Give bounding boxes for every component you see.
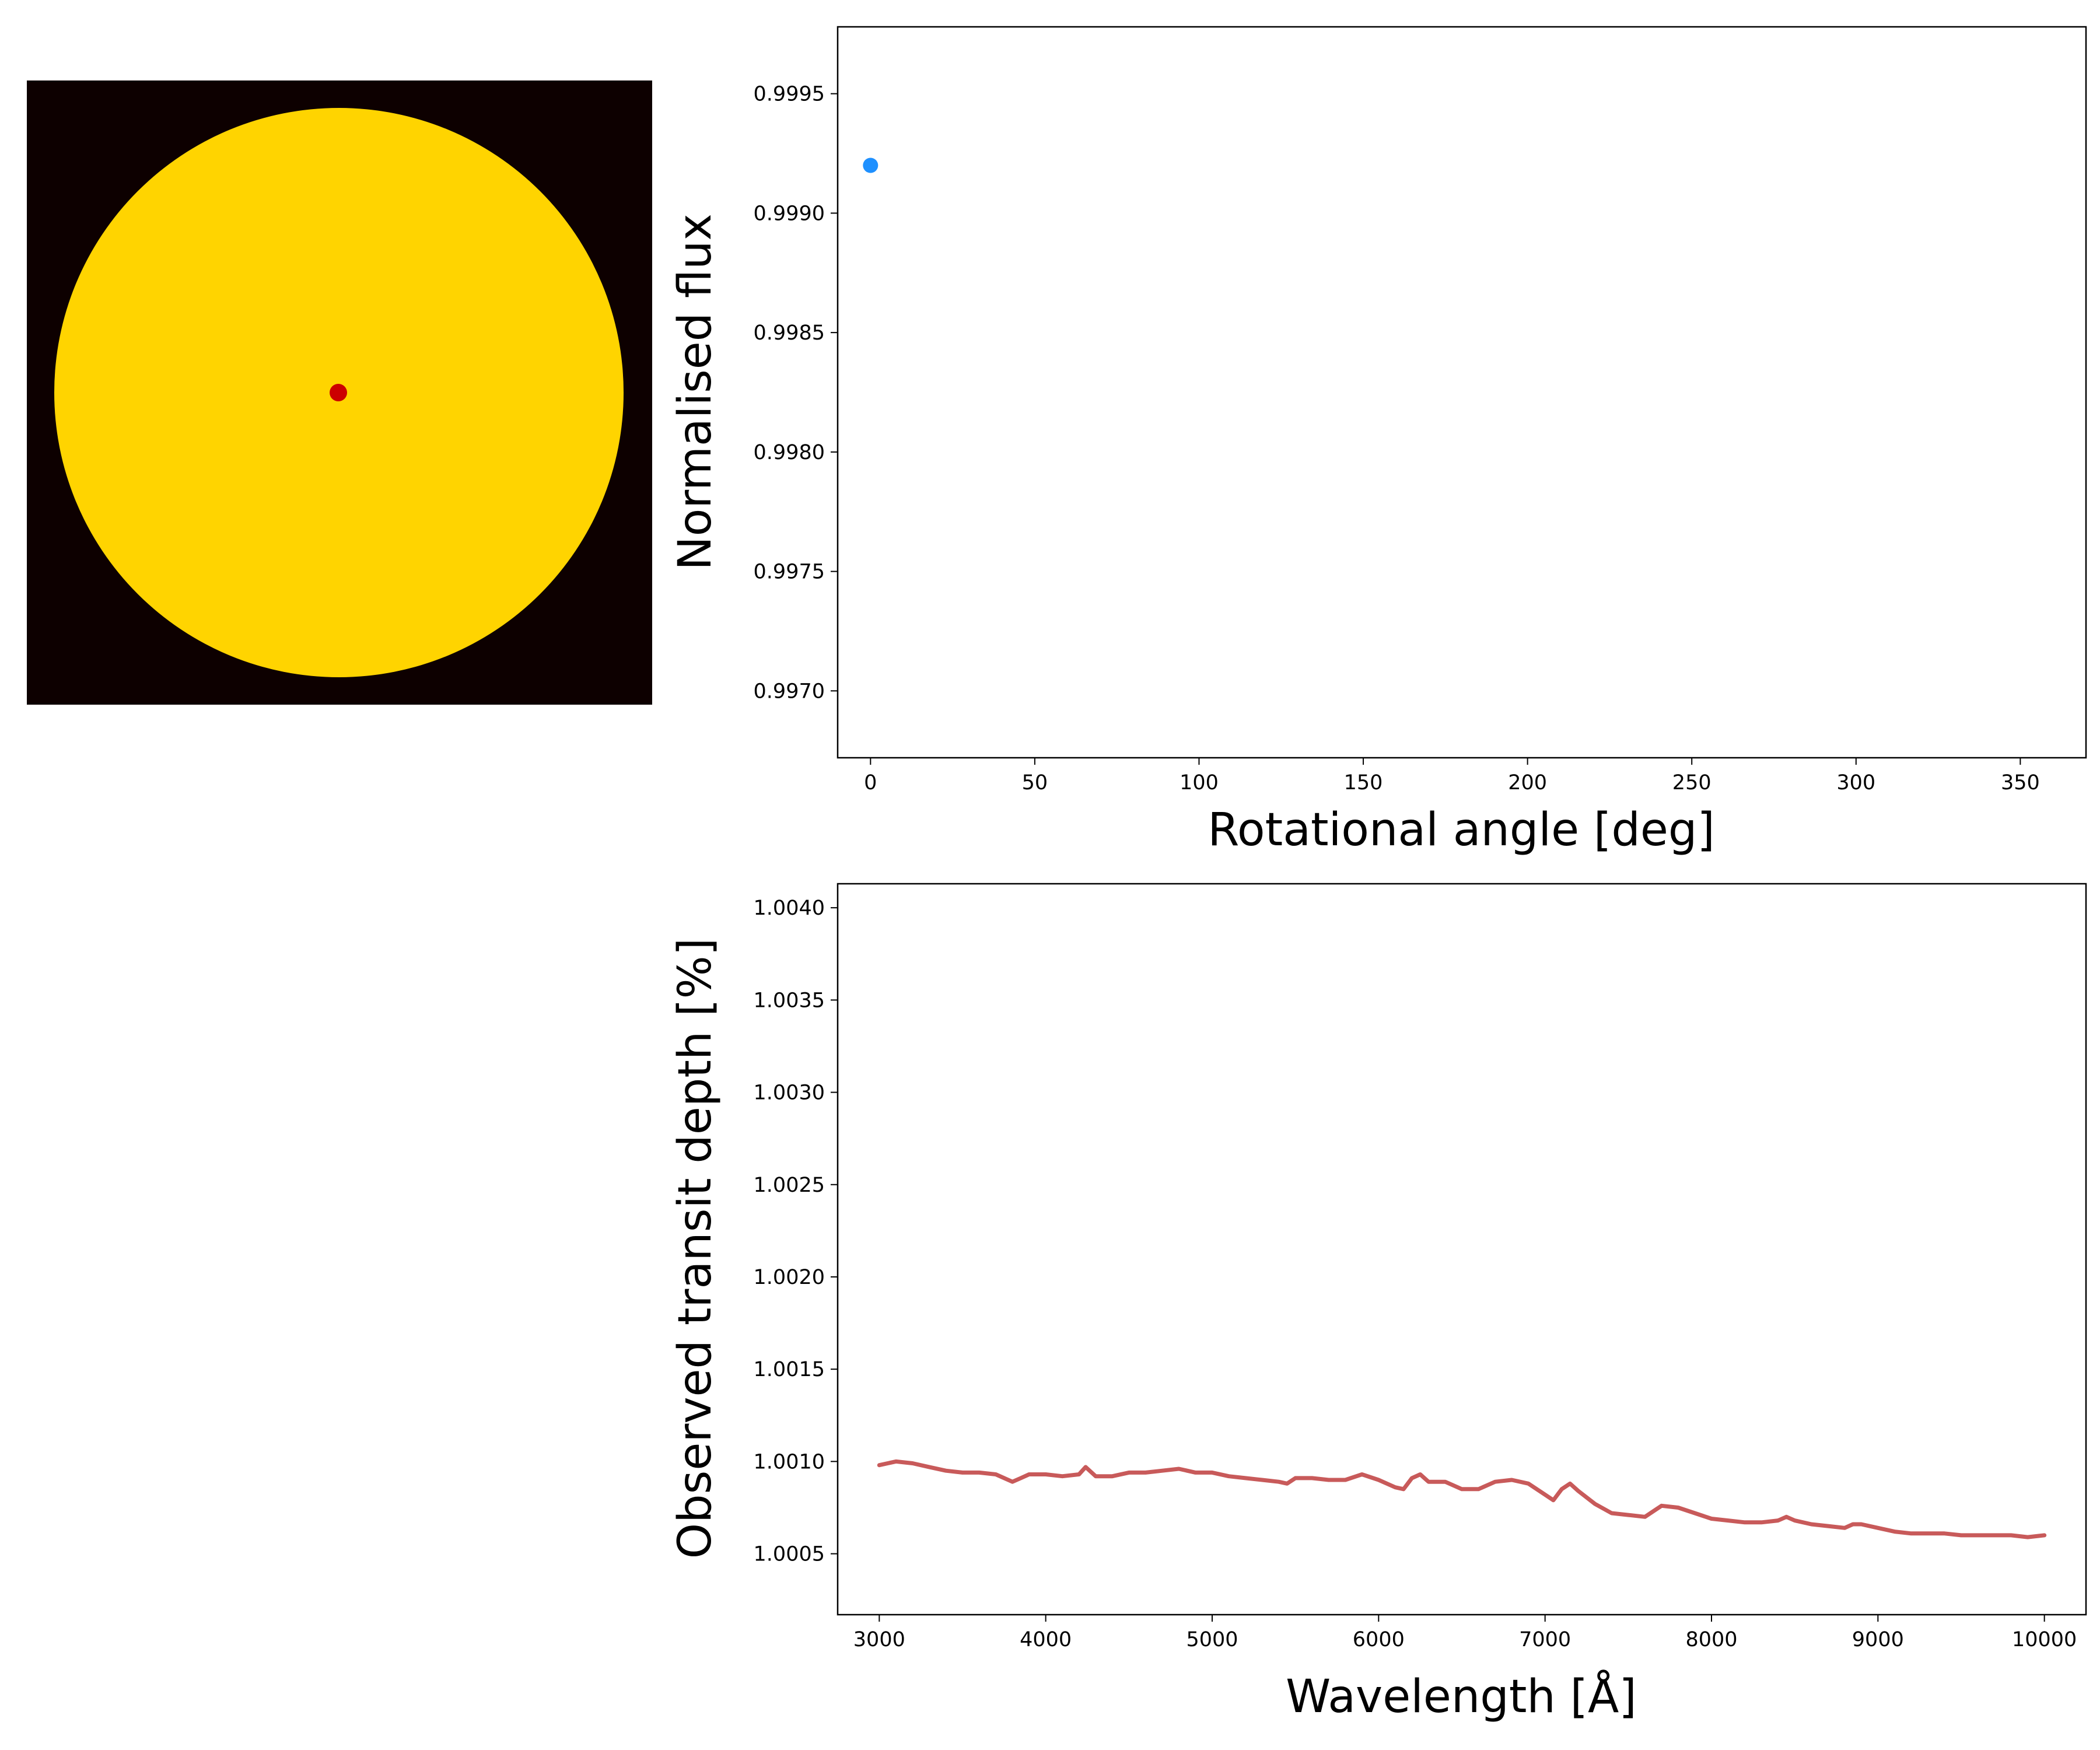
planet-marker (330, 384, 347, 401)
flux-chart-marks (863, 158, 878, 173)
flux-chart-y-ticks: 0.9970 0.9975 0.9980 0.9985 0.9990 0.9995 (754, 83, 838, 703)
x-tick-label: 9000 (1852, 1628, 1904, 1651)
transit-depth-chart: 3000 4000 5000 6000 7000 8000 9000 10000 1.0005… (669, 883, 2087, 1723)
x-tick-label: 350 (2001, 771, 2040, 794)
series-line (877, 1459, 2047, 1539)
x-tick-label: 10000 (2012, 1628, 2077, 1651)
y-tick-label: 0.9980 (754, 441, 825, 464)
transit-depth-chart-y-ticks: 1.0005 1.0010 1.0015 1.0020 1.0025 1.0030 1.00… (754, 897, 838, 1566)
y-tick-label: 1.0005 (754, 1543, 825, 1566)
y-tick-label: 1.0035 (754, 989, 825, 1012)
x-tick-label: 7000 (1519, 1628, 1571, 1651)
y-tick-label: 1.0015 (754, 1358, 825, 1381)
x-tick-label: 100 (1180, 771, 1219, 794)
flux-chart-x-axis-label: Rotational angle [deg] (1208, 804, 1715, 856)
x-tick-label: 8000 (1685, 1628, 1737, 1651)
transit-depth-chart-marks (877, 1459, 2047, 1539)
star-image-panel (27, 80, 652, 705)
transit-depth-chart-x-axis-label: Wavelength [Å] (1286, 1670, 1637, 1723)
x-tick-label: 3000 (853, 1628, 905, 1651)
y-tick-label: 1.0040 (754, 897, 825, 920)
y-tick-label: 0.9975 (754, 561, 825, 584)
x-tick-label: 200 (1508, 771, 1547, 794)
x-tick-label: 300 (1836, 771, 1875, 794)
flux-chart: 0 50 100 150 200 250 300 350 0.9970 0.9975 0.9980… (669, 26, 2087, 856)
x-tick-label: 0 (864, 771, 877, 794)
x-tick-label: 150 (1344, 771, 1383, 794)
x-tick-label: 5000 (1186, 1628, 1238, 1651)
x-tick-label: 4000 (1020, 1628, 1072, 1651)
y-tick-label: 0.9995 (754, 83, 825, 106)
transit-depth-chart-frame (836, 883, 2087, 1616)
y-tick-label: 0.9990 (754, 202, 825, 225)
flux-chart-y-axis-label: Normalised flux (669, 214, 722, 570)
x-tick-label: 6000 (1353, 1628, 1405, 1651)
transit-depth-chart-y-axis-label: Observed transit depth [%] (669, 938, 722, 1559)
data-point (863, 158, 878, 173)
flux-chart-frame (836, 26, 2087, 759)
flux-chart-x-ticks: 0 50 100 150 200 250 300 350 (864, 758, 2040, 794)
transit-depth-chart-x-ticks: 3000 4000 5000 6000 7000 8000 9000 10000 (853, 1615, 2077, 1651)
y-tick-label: 1.0010 (754, 1450, 825, 1474)
y-tick-label: 1.0030 (754, 1082, 825, 1105)
y-tick-label: 1.0025 (754, 1174, 825, 1197)
x-tick-label: 50 (1022, 771, 1048, 794)
x-tick-label: 250 (1672, 771, 1712, 794)
y-tick-label: 0.9985 (754, 321, 825, 345)
y-tick-label: 1.0020 (754, 1266, 825, 1289)
y-tick-label: 0.9970 (754, 680, 825, 703)
